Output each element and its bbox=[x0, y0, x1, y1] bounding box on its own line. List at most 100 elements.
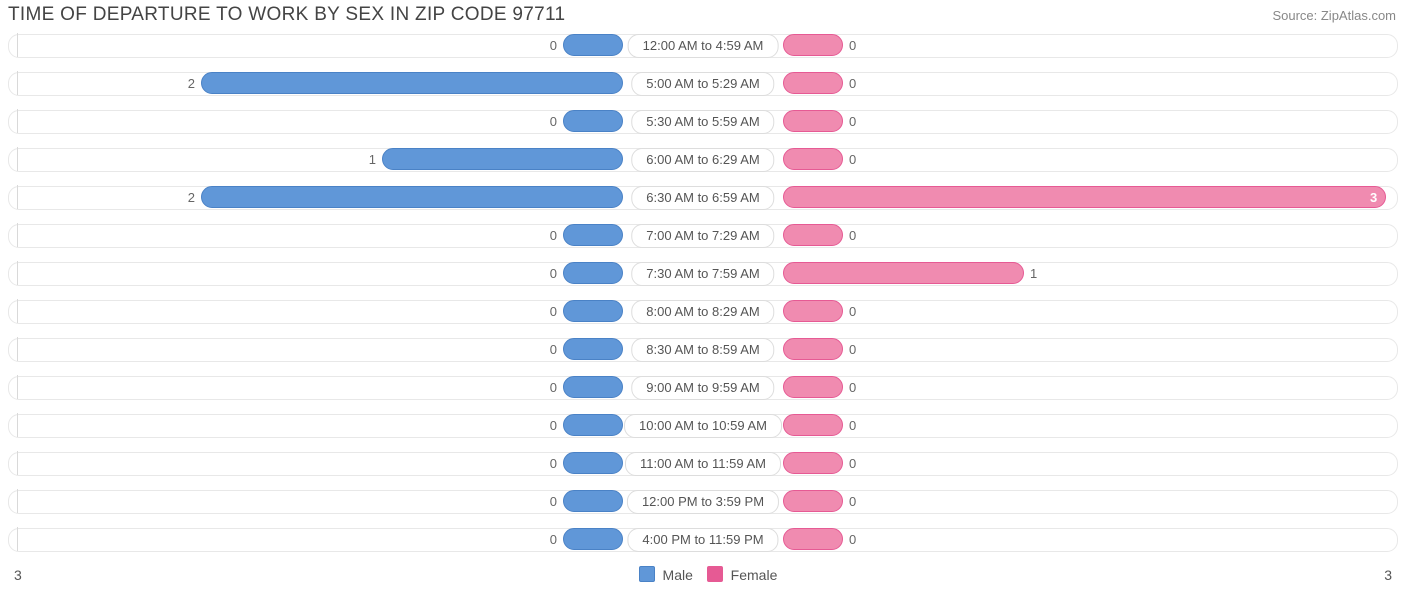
table-row: 7:00 AM to 7:29 AM 0 0 bbox=[8, 224, 1398, 248]
bar-female bbox=[783, 262, 1024, 284]
row-label: 6:30 AM to 6:59 AM bbox=[631, 186, 774, 210]
chart-footer: 3 Male Female 3 bbox=[0, 566, 1406, 589]
value-male: 2 bbox=[188, 187, 195, 209]
value-female: 0 bbox=[849, 225, 856, 247]
value-female: 0 bbox=[849, 453, 856, 475]
legend-swatch-male bbox=[639, 566, 655, 582]
row-label: 11:00 AM to 11:59 AM bbox=[625, 452, 781, 476]
value-male: 0 bbox=[550, 529, 557, 551]
table-row: 4:00 PM to 11:59 PM00 bbox=[8, 528, 1398, 552]
table-row: 6:00 AM to 6:29 AM 1 0 bbox=[8, 148, 1398, 172]
chart-header: TIME OF DEPARTURE TO WORK BY SEX IN ZIP … bbox=[0, 0, 1406, 34]
bar-male bbox=[382, 148, 623, 170]
value-female: 0 bbox=[849, 377, 856, 399]
value-male: 0 bbox=[550, 225, 557, 247]
bar-male bbox=[563, 34, 623, 56]
table-row: 12:00 AM to 4:59 AM00 bbox=[8, 34, 1398, 58]
bar-female bbox=[783, 376, 843, 398]
value-female: 0 bbox=[849, 149, 856, 171]
table-row: 8:30 AM to 8:59 AM 0 0 bbox=[8, 338, 1398, 362]
bar-male bbox=[563, 262, 623, 284]
bar-male bbox=[563, 224, 623, 246]
value-male: 0 bbox=[550, 415, 557, 437]
axis-line bbox=[17, 71, 18, 95]
row-label: 12:00 PM to 3:59 PM bbox=[627, 490, 779, 514]
bar-male bbox=[563, 528, 623, 550]
value-female: 3 bbox=[1370, 187, 1377, 209]
bar-female bbox=[783, 34, 843, 56]
bar-male bbox=[563, 110, 623, 132]
bar-female bbox=[783, 72, 843, 94]
value-male: 0 bbox=[550, 339, 557, 361]
table-row: 8:00 AM to 8:29 AM 0 0 bbox=[8, 300, 1398, 324]
axis-line bbox=[17, 451, 18, 475]
table-row: 5:00 AM to 5:29 AM 2 0 bbox=[8, 72, 1398, 96]
row-label: 8:30 AM to 8:59 AM bbox=[631, 338, 774, 362]
row-label: 10:00 AM to 10:59 AM bbox=[624, 414, 782, 438]
chart-rows: 12:00 AM to 4:59 AM005:00 AM to 5:29 AM2… bbox=[0, 34, 1406, 552]
axis-line bbox=[17, 147, 18, 171]
table-row: 11:00 AM to 11:59 AM 0 0 bbox=[8, 452, 1398, 476]
axis-line bbox=[17, 489, 18, 513]
bar-female bbox=[783, 224, 843, 246]
value-female: 0 bbox=[849, 415, 856, 437]
row-label: 8:00 AM to 8:29 AM bbox=[631, 300, 774, 324]
value-male: 0 bbox=[550, 453, 557, 475]
row-label: 4:00 PM to 11:59 PM bbox=[627, 528, 778, 552]
axis-line bbox=[17, 375, 18, 399]
axis-line bbox=[17, 223, 18, 247]
value-female: 0 bbox=[849, 73, 856, 95]
axis-line bbox=[17, 185, 18, 209]
bar-female bbox=[783, 338, 843, 360]
chart-title: TIME OF DEPARTURE TO WORK BY SEX IN ZIP … bbox=[8, 4, 565, 26]
row-label: 9:00 AM to 9:59 AM bbox=[631, 376, 774, 400]
value-female: 0 bbox=[849, 35, 856, 57]
bar-male bbox=[563, 300, 623, 322]
axis-max-female: 3 bbox=[1384, 567, 1392, 583]
value-female: 0 bbox=[849, 491, 856, 513]
row-label: 6:00 AM to 6:29 AM bbox=[631, 148, 774, 172]
legend-label-female: Female bbox=[731, 567, 778, 583]
axis-line bbox=[17, 299, 18, 323]
bar-female bbox=[783, 186, 1386, 208]
row-label: 5:00 AM to 5:29 AM bbox=[631, 72, 774, 96]
value-male: 0 bbox=[550, 491, 557, 513]
bar-female bbox=[783, 452, 843, 474]
chart-source: Source: ZipAtlas.com bbox=[1272, 8, 1396, 23]
axis-max-male: 3 bbox=[14, 567, 22, 583]
value-male: 0 bbox=[550, 301, 557, 323]
legend-swatch-female bbox=[707, 566, 723, 582]
bar-male bbox=[563, 338, 623, 360]
table-row: 6:30 AM to 6:59 AM 2 3 bbox=[8, 186, 1398, 210]
bar-male bbox=[201, 72, 623, 94]
table-row: 7:30 AM to 7:59 AM01 bbox=[8, 262, 1398, 286]
axis-line bbox=[17, 33, 18, 57]
bar-male bbox=[563, 490, 623, 512]
value-female: 0 bbox=[849, 111, 856, 133]
value-female: 1 bbox=[1030, 263, 1037, 285]
axis-line bbox=[17, 413, 18, 437]
value-male: 0 bbox=[550, 111, 557, 133]
value-male: 0 bbox=[550, 35, 557, 57]
bar-male bbox=[563, 414, 623, 436]
value-male: 0 bbox=[550, 263, 557, 285]
bar-female bbox=[783, 414, 843, 436]
bar-female bbox=[783, 110, 843, 132]
legend-label-male: Male bbox=[663, 567, 693, 583]
value-male: 2 bbox=[188, 73, 195, 95]
bar-female bbox=[783, 300, 843, 322]
departure-chart: TIME OF DEPARTURE TO WORK BY SEX IN ZIP … bbox=[0, 0, 1406, 589]
table-row: 10:00 AM to 10:59 AM 0 0 bbox=[8, 414, 1398, 438]
bar-female bbox=[783, 528, 843, 550]
bar-male bbox=[563, 376, 623, 398]
value-male: 1 bbox=[369, 149, 376, 171]
bar-female bbox=[783, 148, 843, 170]
axis-line bbox=[17, 261, 18, 285]
bar-female bbox=[783, 490, 843, 512]
value-female: 0 bbox=[849, 339, 856, 361]
value-female: 0 bbox=[849, 301, 856, 323]
legend: Male Female bbox=[22, 566, 1384, 583]
value-male: 0 bbox=[550, 377, 557, 399]
row-label: 7:00 AM to 7:29 AM bbox=[631, 224, 774, 248]
bar-male bbox=[201, 186, 623, 208]
